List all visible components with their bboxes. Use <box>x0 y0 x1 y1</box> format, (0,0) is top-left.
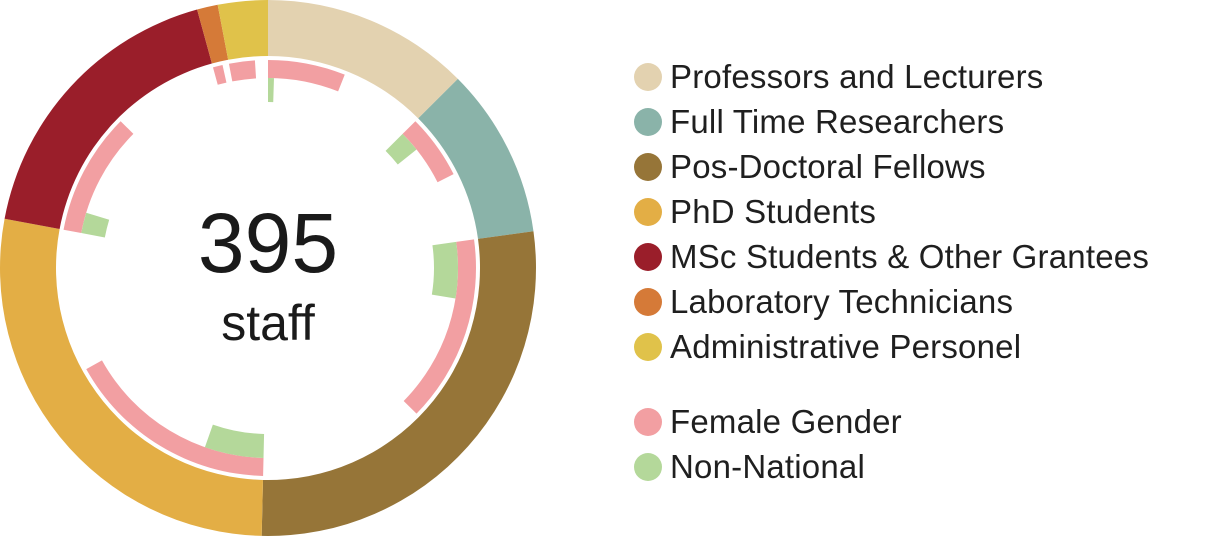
category-slice-laboratory-technicians <box>197 4 229 64</box>
legend-swatch <box>634 242 662 271</box>
category-slice-msc-students-other-grantees <box>4 9 212 229</box>
legend-item-msc-students-other-grantees: MSc Students & Other Grantees <box>634 234 1149 279</box>
legend-label: Laboratory Technicians <box>670 282 1014 320</box>
legend-label: Administrative Personel <box>670 327 1022 365</box>
female-gender-arc-professors-and-lecturers <box>268 60 345 92</box>
legend-label: Non-National <box>670 447 866 485</box>
legend-label: Full Time Researchers <box>670 102 1005 140</box>
legend-item-administrative-personel: Administrative Personel <box>634 324 1149 369</box>
non-national-arc-msc-students-other-grantees <box>81 212 110 238</box>
legend-label: Female Gender <box>670 402 902 440</box>
legend-swatch <box>634 452 662 481</box>
legend-item-non-national: Non-National <box>634 444 1149 489</box>
legend-swatch <box>634 332 662 361</box>
female-gender-ring <box>63 60 476 476</box>
legend-item-full-time-researchers: Full Time Researchers <box>634 99 1149 144</box>
legend-label: MSc Students & Other Grantees <box>670 237 1150 275</box>
category-slice-pos-doctoral-fellows <box>261 231 536 536</box>
female-gender-arc-full-time-researchers <box>402 121 454 183</box>
donut-chart: 395 staff <box>0 0 536 536</box>
legend-item-female-gender: Female Gender <box>634 399 1149 444</box>
legend-swatch <box>634 152 662 181</box>
indicator-legend: Female Gender Non-National <box>634 399 1149 489</box>
legend-swatch <box>634 287 662 316</box>
legend-swatch <box>634 107 662 136</box>
category-slice-administrative-personel <box>217 0 268 60</box>
female-gender-arc-pos-doctoral-fellows <box>403 239 476 414</box>
non-national-arc-full-time-researchers <box>385 133 417 165</box>
female-gender-arc-phd-students <box>86 360 264 476</box>
category-slice-full-time-researchers <box>418 78 534 239</box>
category-slice-phd-students <box>0 218 263 536</box>
non-national-arc-phd-students <box>204 424 265 458</box>
legend-item-laboratory-technicians: Laboratory Technicians <box>634 279 1149 324</box>
female-gender-arc-msc-students-other-grantees <box>63 121 134 234</box>
total-staff-label: staff <box>221 295 315 351</box>
total-staff-number: 395 <box>198 196 338 290</box>
legend-item-professors-and-lecturers: Professors and Lecturers <box>634 54 1149 99</box>
non-national-arc-professors-and-lecturers <box>268 78 274 103</box>
legend-label: PhD Students <box>670 192 877 230</box>
legend-item-phd-students: PhD Students <box>634 189 1149 234</box>
legend: Professors and Lecturers Full Time Resea… <box>634 54 1149 489</box>
non-national-ring <box>81 78 458 458</box>
legend-swatch <box>634 407 662 436</box>
legend-label: Pos-Doctoral Fellows <box>670 147 986 185</box>
legend-label: Professors and Lecturers <box>670 57 1044 95</box>
female-gender-arc-administrative-personel <box>228 60 257 82</box>
legend-swatch <box>634 62 662 91</box>
category-ring <box>0 0 536 536</box>
non-national-arc-pos-doctoral-fellows <box>431 241 458 299</box>
category-slice-professors-and-lecturers <box>268 0 458 119</box>
female-gender-arc-laboratory-technicians <box>212 65 227 85</box>
category-legend: Professors and Lecturers Full Time Resea… <box>634 54 1149 369</box>
legend-item-pos-doctoral-fellows: Pos-Doctoral Fellows <box>634 144 1149 189</box>
legend-swatch <box>634 197 662 226</box>
